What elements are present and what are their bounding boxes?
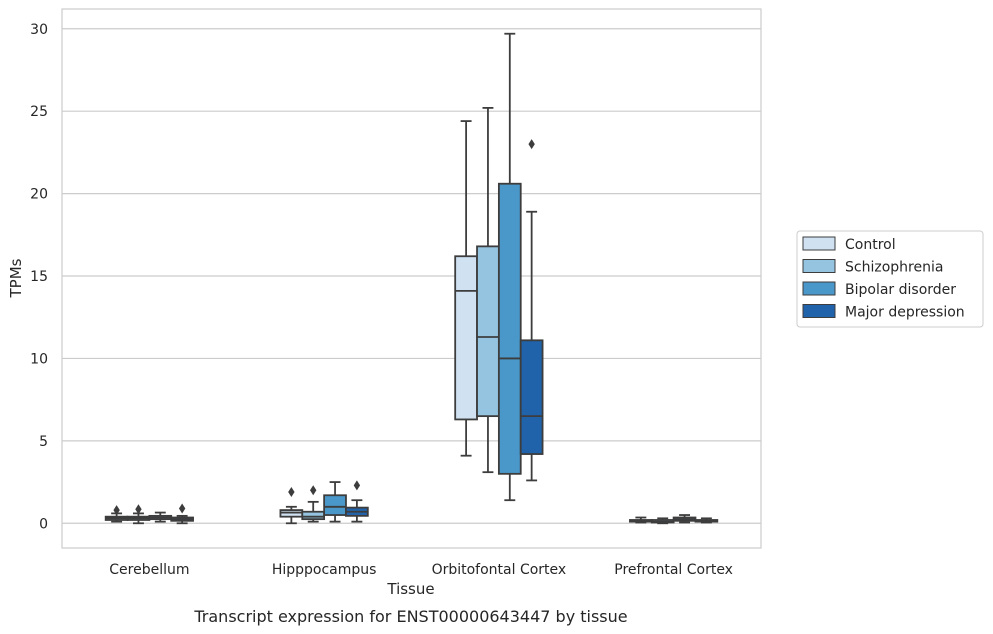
legend-swatch xyxy=(802,304,836,318)
box-bipolar-disorder xyxy=(497,32,522,502)
box-iqr xyxy=(476,245,500,418)
plot-background xyxy=(62,9,761,548)
legend-label: Schizophrenia xyxy=(845,260,943,276)
x-tick-label: Prefrontal Cortex xyxy=(614,562,733,578)
outlier-point xyxy=(528,139,535,150)
box-bipolar-disorder xyxy=(323,481,347,523)
outlier-point xyxy=(135,504,142,515)
box-iqr xyxy=(323,494,347,516)
legend-swatch xyxy=(802,236,836,251)
box-iqr xyxy=(519,339,544,455)
outlier-point xyxy=(310,485,317,496)
y-tick-label: 10 xyxy=(30,351,48,367)
legend-label: Major depression xyxy=(845,305,965,321)
y-tick-label: 0 xyxy=(39,516,48,532)
x-tick-label: Cerebellum xyxy=(109,562,189,578)
legend-label: Bipolar disorder xyxy=(845,282,956,298)
legend-label: Control xyxy=(845,237,896,253)
x-tick-label: Hipppocampus xyxy=(272,562,377,578)
legend-swatch xyxy=(802,259,836,273)
legend-swatch xyxy=(802,281,836,296)
box-major-depression xyxy=(519,139,544,482)
y-tick-label: 5 xyxy=(39,434,48,450)
box-major-depression xyxy=(694,517,719,524)
box-major-depression xyxy=(345,480,369,523)
box-iqr xyxy=(301,510,326,521)
legend: Control Schizophrenia Bipolar disorder Majo… xyxy=(796,230,984,328)
x-tick-labels: Cerebellum Hipppocampus Orbitofontal Corte… xyxy=(109,562,733,578)
y-axis-label: TPMs xyxy=(7,258,25,298)
x-axis-label: Tissue xyxy=(386,580,434,598)
box-major-depression xyxy=(170,503,194,525)
box-bipolar-disorder xyxy=(672,514,697,524)
outlier-point xyxy=(178,503,186,514)
plot-frame xyxy=(61,8,762,549)
box-schizophrenia xyxy=(301,485,326,523)
chart-caption: Transcript expression for ENST0000064344… xyxy=(193,607,627,626)
y-tick-label: 20 xyxy=(30,187,48,203)
y-tick-label: 25 xyxy=(30,104,48,120)
outlier-point xyxy=(113,505,120,516)
box-control xyxy=(454,120,478,457)
legend-frame xyxy=(796,230,984,328)
box-series xyxy=(104,32,719,525)
x-tick-label: Orbitofontal Cortex xyxy=(432,562,567,578)
box-iqr xyxy=(454,255,478,421)
y-tick-label: 15 xyxy=(30,269,48,285)
outlier-point xyxy=(288,486,295,497)
y-tick-label: 30 xyxy=(30,22,48,38)
y-tick-labels: 0 5 10 15 20 25 30 xyxy=(30,22,48,532)
gridlines xyxy=(62,28,761,524)
box-control xyxy=(104,505,129,523)
box-iqr xyxy=(497,182,522,475)
outlier-point xyxy=(353,480,361,491)
